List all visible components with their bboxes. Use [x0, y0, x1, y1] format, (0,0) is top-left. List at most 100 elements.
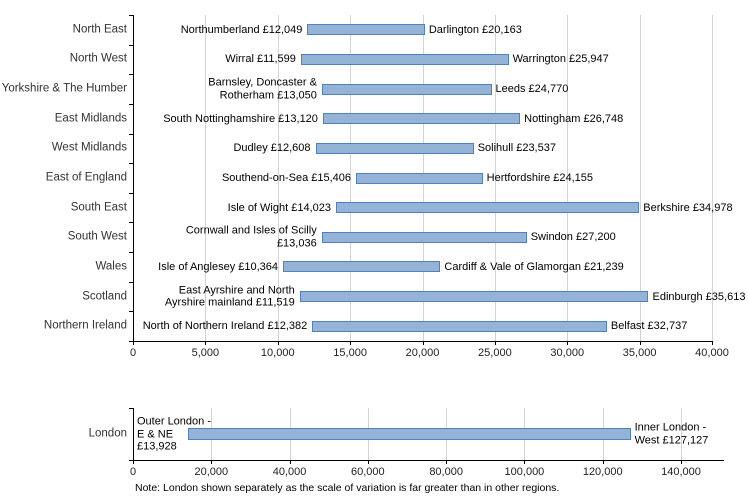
category-axis [133, 408, 134, 461]
axis-tick [494, 341, 496, 345]
axis-tick [211, 460, 213, 464]
max-data-label: Belfast £32,737 [610, 319, 688, 332]
axis-tick [133, 341, 134, 345]
category-label: Scotland [82, 290, 127, 303]
x-tick-label: 100,000 [504, 466, 545, 478]
gridline [681, 408, 682, 460]
axis-tick [289, 460, 291, 464]
category-axis-tick [129, 460, 133, 461]
axis-tick [602, 460, 604, 464]
max-data-label: Warrington £25,947 [512, 53, 609, 66]
range-bar [356, 172, 483, 184]
x-tick-label: 10,000 [260, 347, 295, 359]
max-data-label: Edinburgh £35,613 [652, 290, 746, 303]
x-tick-label: 140,000 [661, 466, 701, 478]
value-axis [133, 341, 712, 342]
min-data-label: Dudley £12,608 [233, 142, 311, 155]
range-bar [322, 113, 521, 125]
min-data-label: Outer London - E & NE £13,928 [137, 415, 211, 453]
max-data-label: Leeds £24,770 [495, 82, 569, 95]
range-bar [299, 291, 649, 303]
max-data-label: Hertfordshire £24,155 [486, 171, 594, 184]
axis-tick [712, 341, 713, 345]
category-label: Northern Ireland [43, 319, 127, 332]
category-axis-tick [129, 163, 133, 165]
category-label: West Midlands [51, 141, 127, 154]
axis-tick [446, 460, 448, 464]
x-tick-label: 40,000 [695, 347, 729, 359]
min-data-label: Southend-on-Sea £15,406 [221, 171, 352, 184]
axis-tick [277, 341, 279, 345]
value-axis [133, 460, 724, 461]
category-axis-tick [129, 222, 133, 224]
category-axis-tick [129, 192, 133, 194]
footnote: Note: London shown separately as the sca… [135, 482, 560, 494]
category-axis-tick [129, 341, 133, 342]
min-data-label: Northumberland £12,049 [180, 23, 303, 36]
category-axis-tick [129, 252, 133, 254]
x-tick-label: 30,000 [550, 347, 585, 359]
range-bar [187, 428, 631, 440]
axis-tick [567, 341, 569, 345]
axis-tick [367, 460, 369, 464]
max-data-label: Solihull £23,537 [477, 142, 556, 155]
min-data-label: Wirral £11,599 [225, 53, 296, 66]
axis-tick [524, 460, 526, 464]
max-data-label: Nottingham £26,748 [524, 112, 624, 125]
range-bar [321, 231, 527, 243]
min-data-label: Barnsley, Doncaster & Rotherham £13,050 [208, 76, 317, 102]
x-tick-label: 5,000 [191, 347, 220, 359]
min-data-label: North of Northern Ireland £12,382 [142, 319, 308, 332]
min-data-label: Isle of Anglesey £10,364 [158, 260, 279, 273]
axis-tick [639, 341, 641, 345]
x-tick-label: 120,000 [582, 466, 623, 478]
axis-tick [133, 460, 134, 464]
axis-tick [681, 460, 682, 464]
range-bar [312, 320, 607, 332]
min-data-label: Cornwall and Isles of Scilly £13,036 [185, 224, 317, 250]
x-tick-label: 20,000 [405, 347, 440, 359]
gridline [350, 15, 352, 341]
x-tick-label: 80,000 [429, 466, 463, 478]
category-axis-tick [129, 133, 133, 135]
category-label: North West [69, 52, 127, 65]
x-tick-label: 35,000 [622, 347, 657, 359]
category-label: South West [67, 230, 127, 243]
category-axis-tick [129, 281, 133, 283]
category-axis-tick [129, 15, 133, 16]
x-tick-label: 0 [129, 466, 137, 478]
range-bar [335, 202, 640, 214]
category-label: London [88, 427, 127, 440]
category-axis-tick [129, 74, 133, 76]
x-tick-label: 25,000 [478, 347, 512, 359]
category-axis-tick [129, 408, 133, 409]
range-bar [307, 24, 425, 36]
category-label: North East [72, 23, 127, 36]
x-tick-label: 20,000 [194, 466, 229, 478]
range-bar [321, 83, 492, 95]
x-tick-label: 15,000 [333, 347, 367, 359]
gridline [205, 15, 207, 341]
category-axis-tick [129, 44, 133, 46]
gridline [639, 15, 641, 341]
min-data-label: Isle of Wight £14,023 [227, 201, 331, 214]
range-bar [315, 142, 474, 154]
category-axis-tick [129, 103, 133, 105]
range-bar [300, 53, 509, 65]
gridline [567, 15, 569, 341]
gridline [277, 15, 279, 341]
max-data-label: Inner London - West £127,127 [634, 421, 709, 447]
max-data-label: Cardiff & Vale of Glamorgan £21,239 [444, 260, 624, 273]
range-bar [283, 261, 441, 273]
x-tick-label: 60,000 [351, 466, 385, 478]
category-axis-tick [129, 311, 133, 313]
max-data-label: Berkshire £34,978 [643, 201, 733, 214]
axis-tick [205, 341, 207, 345]
category-label: Yorkshire & The Humber [1, 82, 127, 95]
category-label: South East [70, 201, 127, 214]
category-label: East of England [45, 171, 127, 184]
category-label: Wales [95, 260, 127, 273]
gridline [712, 15, 713, 341]
max-data-label: Darlington £20,163 [428, 23, 522, 36]
